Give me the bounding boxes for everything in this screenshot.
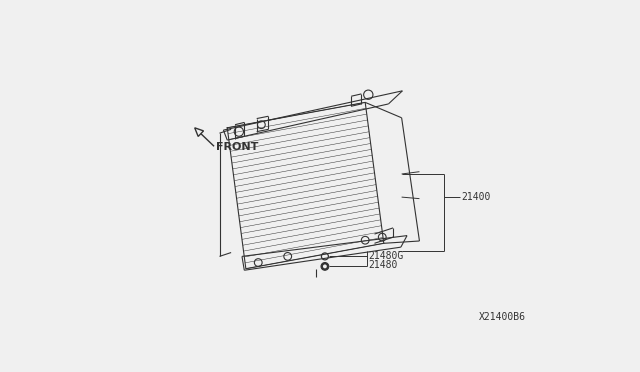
Text: 21480G: 21480G	[368, 251, 404, 261]
Text: FRONT: FRONT	[216, 142, 259, 152]
Circle shape	[321, 263, 329, 270]
Circle shape	[323, 264, 327, 268]
Text: 21480: 21480	[368, 260, 397, 270]
Text: X21400B6: X21400B6	[479, 312, 525, 322]
Text: 21400: 21400	[461, 192, 491, 202]
